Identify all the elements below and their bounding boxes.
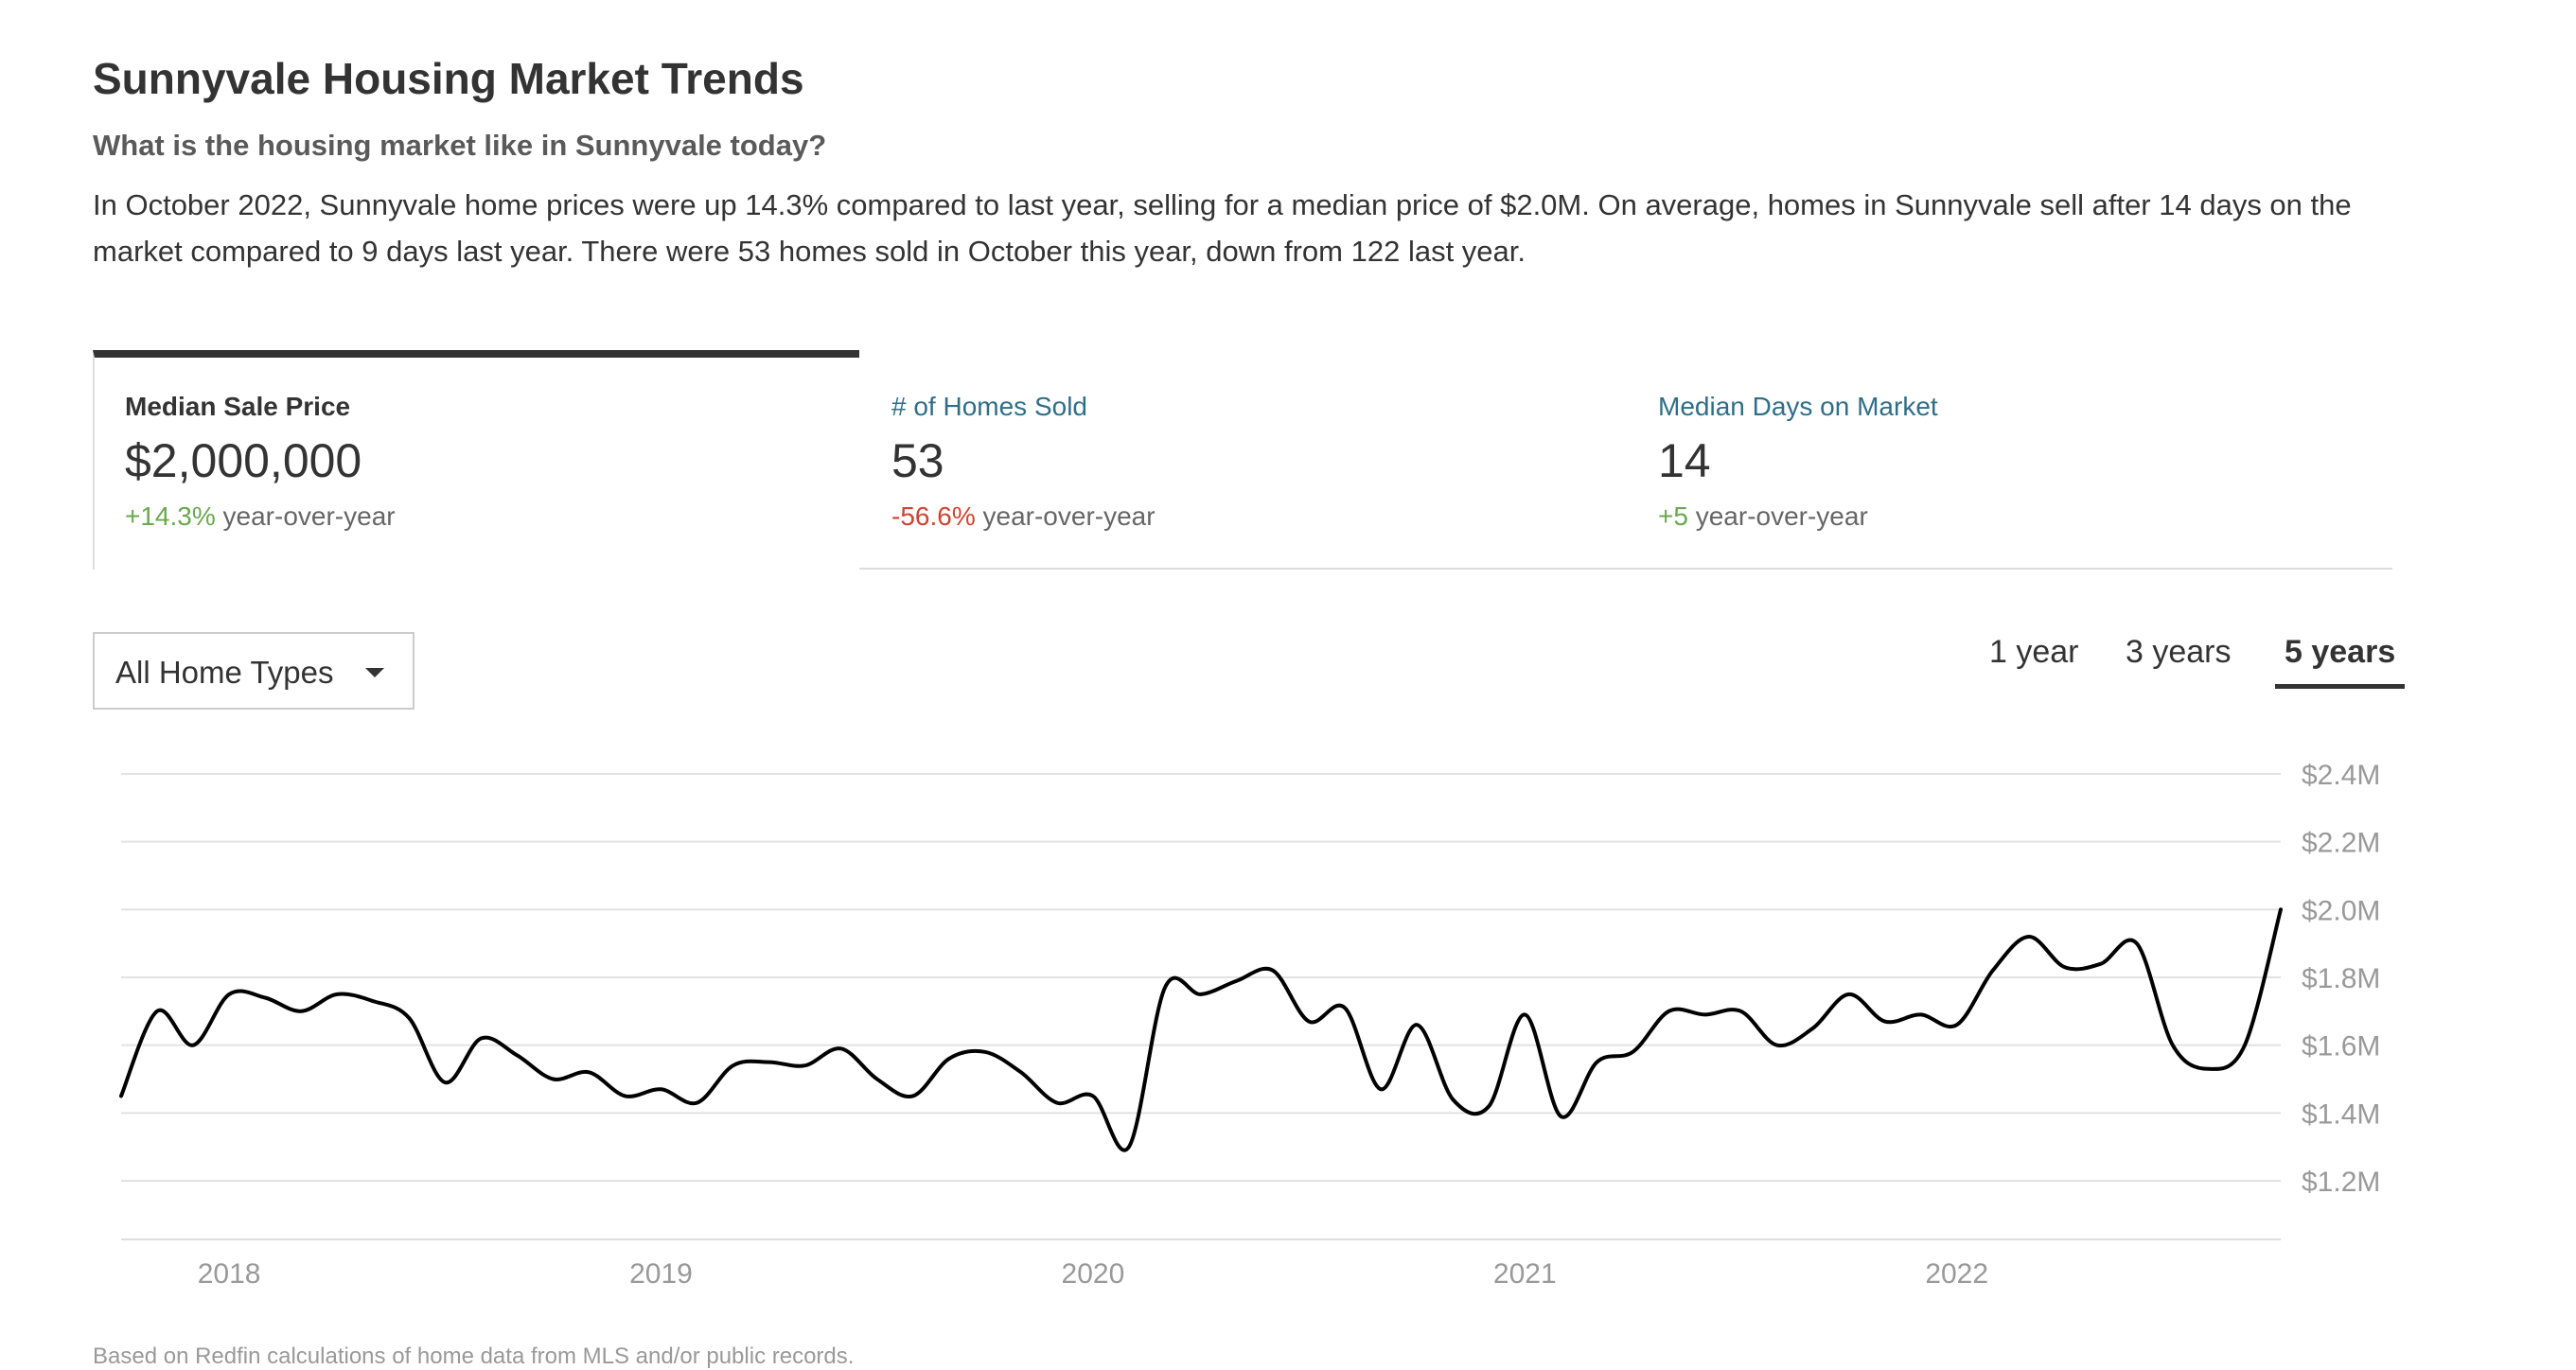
- x-tick-label: 2018: [198, 1258, 261, 1290]
- chart-gridlines: [121, 773, 2281, 1240]
- page-title: Sunnyvale Housing Market Trends: [93, 54, 804, 103]
- tab-value: 14: [1658, 434, 1711, 487]
- median-sale-price-line: [119, 907, 2283, 1152]
- tab-value: $2,000,000: [125, 434, 362, 487]
- tab-median-sale-price[interactable]: Median Sale Price $2,000,000 +14.3% year…: [93, 350, 859, 570]
- footnote: Based on Redfin calculations of home dat…: [93, 1344, 855, 1369]
- market-summary: In October 2022, Sunnyvale home prices w…: [93, 188, 2352, 268]
- caret-down-icon: [365, 668, 384, 677]
- tab-label: Median Days on Market: [1658, 392, 1938, 421]
- tab-homes-sold[interactable]: # of Homes Sold 53 -56.6% year-over-year: [859, 350, 1626, 570]
- change-percent: +5: [1658, 501, 1688, 531]
- tab-change: -56.6% year-over-year: [891, 501, 1156, 532]
- tab-label: # of Homes Sold: [891, 392, 1087, 421]
- tab-change: +14.3% year-over-year: [125, 501, 396, 532]
- tab-median-days-on-market[interactable]: Median Days on Market 14 +5 year-over-ye…: [1626, 350, 2392, 570]
- range-5-years[interactable]: 5 years: [2275, 634, 2406, 689]
- tab-label: Median Sale Price: [125, 392, 351, 421]
- y-axis-tick-labels: $1.2M $1.4M $1.6M $1.8M $2.0M $2.2M $2.4M: [2302, 760, 2380, 1198]
- y-tick-label: $2.0M: [2302, 895, 2380, 926]
- tab-change: +5 year-over-year: [1658, 501, 1868, 532]
- x-tick-label: 2020: [1062, 1258, 1125, 1290]
- x-tick-label: 2019: [629, 1258, 693, 1290]
- x-tick-label: 2022: [1925, 1258, 1988, 1290]
- change-suffix: year-over-year: [222, 501, 396, 531]
- price-line-chart: $1.2M $1.4M $1.6M $1.8M $2.0M $2.2M $2.4M 2018…: [119, 760, 2380, 1290]
- x-tick-label: 2021: [1493, 1258, 1557, 1290]
- y-tick-label: $1.6M: [2302, 1031, 2380, 1063]
- range-1-year[interactable]: 1 year: [1989, 634, 2079, 670]
- change-suffix: year-over-year: [982, 501, 1156, 531]
- y-tick-label: $2.2M: [2302, 828, 2380, 859]
- y-tick-label: $1.2M: [2302, 1167, 2380, 1198]
- tab-value: 53: [891, 434, 944, 487]
- y-tick-label: $1.4M: [2302, 1098, 2380, 1130]
- y-tick-label: $2.4M: [2302, 760, 2380, 791]
- change-suffix: year-over-year: [1695, 501, 1868, 531]
- section-question: What is the housing market like in Sunny…: [93, 129, 827, 162]
- change-percent: -56.6%: [891, 501, 976, 531]
- home-type-dropdown[interactable]: All Home Types: [93, 632, 415, 710]
- y-tick-label: $1.8M: [2302, 963, 2380, 994]
- x-axis-tick-labels: 2018 2019 2020 2021 2022: [198, 1258, 1988, 1290]
- metric-tabs: Median Sale Price $2,000,000 +14.3% year…: [93, 350, 2392, 570]
- range-3-years[interactable]: 3 years: [2126, 634, 2232, 670]
- change-percent: +14.3%: [125, 501, 216, 531]
- home-type-selected: All Home Types: [115, 655, 334, 690]
